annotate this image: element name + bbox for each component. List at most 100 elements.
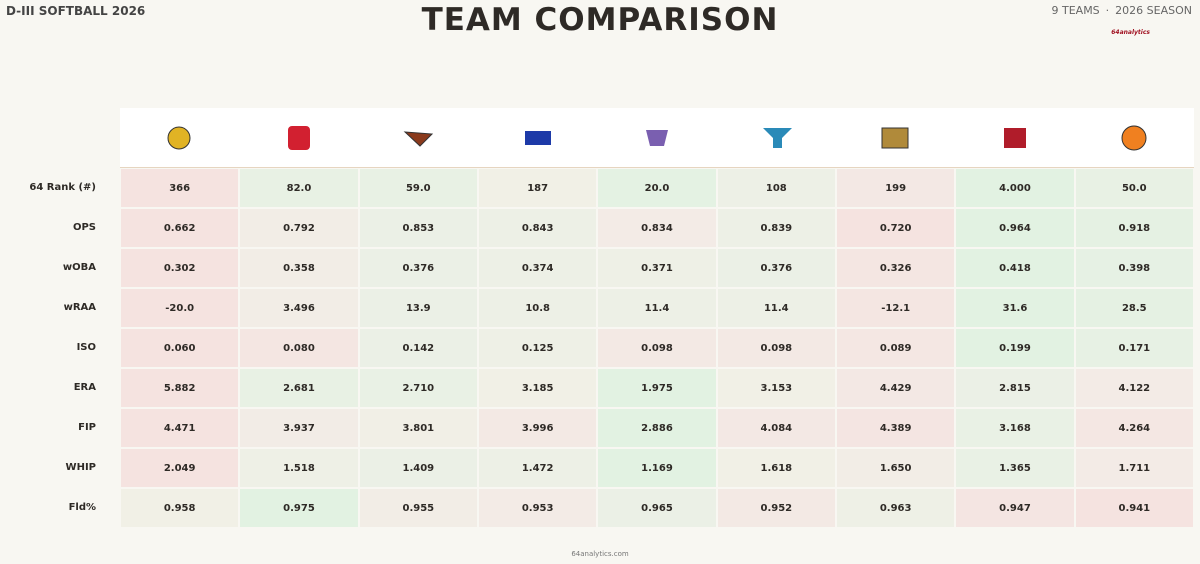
cell: 0.853: [359, 209, 477, 247]
cell: 4.471: [121, 409, 239, 447]
cell: 0.720: [837, 209, 955, 247]
cell: 108: [717, 169, 835, 207]
cell: 11.4: [598, 289, 716, 327]
logos: [167, 125, 1147, 151]
cell: 59.0: [359, 169, 477, 207]
row-label: 64 Rank (#): [29, 182, 96, 193]
cell: 366: [121, 169, 239, 207]
cell: 0.098: [717, 329, 835, 367]
row-label: wRAA: [63, 302, 96, 313]
cell: 1.518: [240, 449, 358, 487]
row-label: Fld%: [68, 502, 96, 513]
cell: 0.358: [240, 249, 358, 287]
cell: 1.650: [837, 449, 955, 487]
cell: 13.9: [359, 289, 477, 327]
cell: 0.376: [717, 249, 835, 287]
cell: 0.953: [479, 489, 597, 527]
cell: 3.168: [956, 409, 1074, 447]
cell: 4.122: [1075, 369, 1193, 407]
cell: 0.792: [240, 209, 358, 247]
cell: 0.952: [717, 489, 835, 527]
cell: 2.710: [359, 369, 477, 407]
cell: 1.618: [717, 449, 835, 487]
cell: 3.185: [479, 369, 597, 407]
cell: 199: [837, 169, 955, 207]
cell: 1.365: [956, 449, 1074, 487]
cell: 0.965: [598, 489, 716, 527]
cell: 4.000: [956, 169, 1074, 207]
cell: -12.1: [837, 289, 955, 327]
cell: 0.080: [240, 329, 358, 367]
cell: 1.409: [359, 449, 477, 487]
cell: 1.975: [598, 369, 716, 407]
cell: 0.947: [956, 489, 1074, 527]
cell: 4.264: [1075, 409, 1193, 447]
cell: 3.801: [359, 409, 477, 447]
logo: [1121, 125, 1147, 151]
cell: 0.834: [598, 209, 716, 247]
cell: 31.6: [956, 289, 1074, 327]
logo: [763, 128, 792, 148]
cell: 3.153: [717, 369, 835, 407]
row-label: FIP: [78, 422, 96, 433]
row-label: WHIP: [65, 462, 96, 473]
row-label: wOBA: [62, 262, 96, 273]
logo: [288, 126, 310, 150]
separator: ·: [1105, 4, 1110, 17]
cell: 0.975: [240, 489, 358, 527]
cell: 0.839: [717, 209, 835, 247]
cell: 0.060: [121, 329, 239, 367]
cell: 28.5: [1075, 289, 1193, 327]
cell: 0.398: [1075, 249, 1193, 287]
cell: 3.996: [479, 409, 597, 447]
cell: 0.171: [1075, 329, 1193, 367]
cell: 20.0: [598, 169, 716, 207]
logo: [881, 127, 909, 149]
cell: 0.326: [837, 249, 955, 287]
logo: [525, 131, 551, 145]
cell: 4.084: [717, 409, 835, 447]
cell: 11.4: [717, 289, 835, 327]
cell: 187: [479, 169, 597, 207]
cell: 1.169: [598, 449, 716, 487]
cell: 0.125: [479, 329, 597, 367]
season: 2026 SEASON: [1115, 4, 1192, 17]
cell: 0.302: [121, 249, 239, 287]
cell: 3.496: [240, 289, 358, 327]
cell: 0.941: [1075, 489, 1193, 527]
cell: 0.963: [837, 489, 955, 527]
logo-row: [120, 108, 1194, 168]
cell: 0.199: [956, 329, 1074, 367]
logo: [1004, 128, 1026, 148]
cell: 3.937: [240, 409, 358, 447]
cell: 5.882: [121, 369, 239, 407]
logo: [403, 131, 434, 147]
cell: 4.389: [837, 409, 955, 447]
cell: 1.472: [479, 449, 597, 487]
cell: 4.429: [837, 369, 955, 407]
cell: 0.918: [1075, 209, 1193, 247]
cell: 2.886: [598, 409, 716, 447]
logo: [167, 126, 191, 150]
footer: 64analytics.com: [571, 550, 629, 558]
cell: 2.681: [240, 369, 358, 407]
cell: 50.0: [1075, 169, 1193, 207]
cell: 0.371: [598, 249, 716, 287]
team-count: 9 TEAMS: [1051, 4, 1100, 17]
cell: 0.376: [359, 249, 477, 287]
cell: 2.815: [956, 369, 1074, 407]
cell: 0.098: [598, 329, 716, 367]
cell: 0.142: [359, 329, 477, 367]
cell: 0.955: [359, 489, 477, 527]
cell: 0.964: [956, 209, 1074, 247]
meta: 9 TEAMS · 2026 SEASON: [1052, 4, 1193, 17]
cell: 0.089: [837, 329, 955, 367]
brand: 64analytics: [1111, 29, 1150, 36]
row-label: ERA: [73, 382, 96, 393]
cell: 10.8: [479, 289, 597, 327]
cell: 1.711: [1075, 449, 1193, 487]
logo: [646, 130, 668, 146]
row-label: ISO: [76, 342, 96, 353]
league-label: D-III SOFTBALL 2026: [6, 4, 146, 18]
